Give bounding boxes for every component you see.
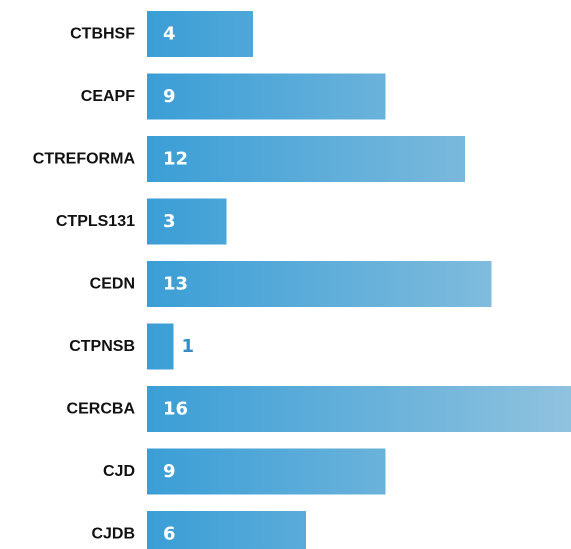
bar xyxy=(147,73,386,120)
bar xyxy=(147,448,386,495)
bar xyxy=(147,198,227,245)
category-label: CTPNSB xyxy=(69,338,135,355)
value-label: 3 xyxy=(163,211,176,232)
value-label: 16 xyxy=(163,399,188,420)
value-label: 1 xyxy=(182,336,195,357)
bar xyxy=(147,136,465,182)
category-label: CJDB xyxy=(91,526,135,543)
category-label: CERCBA xyxy=(67,401,136,418)
category-label: CTBHSF xyxy=(70,26,135,43)
value-label: 9 xyxy=(163,461,176,482)
bar xyxy=(147,261,492,307)
bar xyxy=(147,386,571,432)
value-label: 4 xyxy=(163,24,176,45)
value-label: 6 xyxy=(163,524,176,545)
bar xyxy=(147,511,306,549)
value-label: 13 xyxy=(163,274,188,295)
category-label: CEAPF xyxy=(81,88,135,105)
value-label: 9 xyxy=(163,86,176,107)
category-label: CTREFORMA xyxy=(33,151,136,168)
category-label: CEDN xyxy=(90,276,135,293)
bar xyxy=(147,323,174,370)
category-label: CTPLS131 xyxy=(56,213,135,230)
bar xyxy=(147,11,253,57)
category-label: CJD xyxy=(103,463,135,480)
value-label: 12 xyxy=(163,149,188,170)
